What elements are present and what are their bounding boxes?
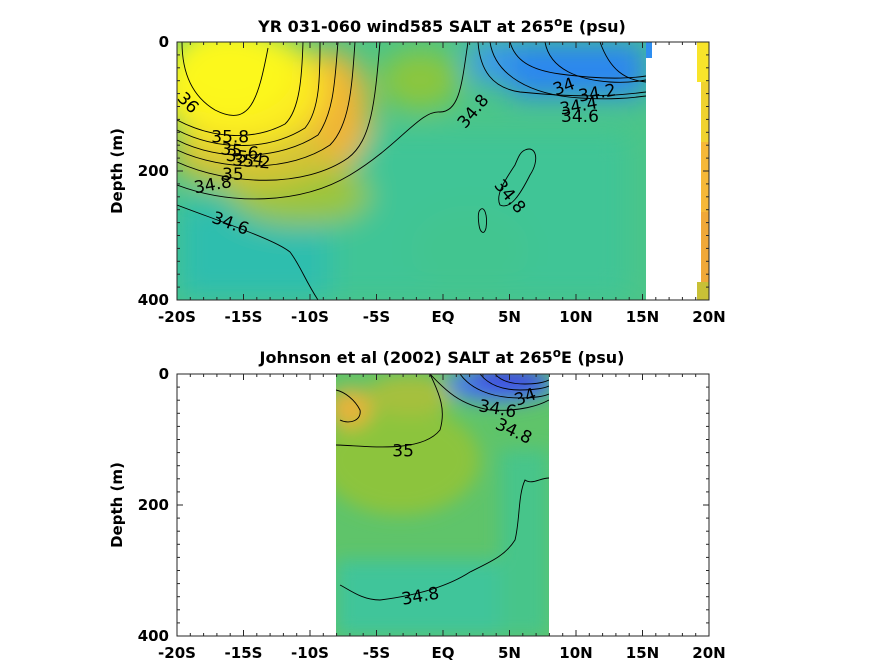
x-tick-label: 10N <box>559 308 592 326</box>
contour-label: 35.8 <box>211 127 249 147</box>
contour-36 <box>181 42 269 116</box>
chart-bottom-ticks: -20S -15S -10S -5S EQ 5N 10N 15N 20N 0 200 400 <box>138 365 726 662</box>
contour-35-2 <box>177 42 356 167</box>
contour-35-8 <box>177 42 304 136</box>
chart-bottom-title: Johnson et al (2002) SALT at 265oE (psu) <box>259 346 625 367</box>
contour-label: 35.2 <box>232 150 271 173</box>
x-tick-label: 20N <box>692 308 725 326</box>
x-tick-label: 15N <box>626 644 659 662</box>
x-tick-label: -10S <box>291 644 329 662</box>
x-tick-label: 5N <box>498 308 521 326</box>
x-tick-label: -10S <box>291 308 329 326</box>
bottom-contour-34-8 <box>429 374 549 411</box>
x-tick-label: -20S <box>158 644 196 662</box>
contour-label: 34.6 <box>561 107 599 127</box>
y-tick-label: 200 <box>138 162 169 180</box>
contour-35-6 <box>177 42 321 146</box>
contour-34-8-island2 <box>477 208 487 233</box>
chart-top-ticks: -20S -15S -10S -5S EQ 5N 10N 15N 20N 0 200 400 <box>138 33 726 326</box>
chart-top: YR 031-060 wind585 SALT at 265oE (psu) <box>108 15 726 326</box>
y-tick-label: 200 <box>138 496 169 514</box>
contour-34-8-island <box>498 148 537 207</box>
contour-label: 35 <box>392 441 414 461</box>
bottom-contour-34-6 <box>459 374 549 399</box>
chart-top-right-strip <box>691 42 709 300</box>
x-tick-label: -15S <box>225 644 263 662</box>
contour-34-4 <box>599 42 646 83</box>
chart-top-ylabel: Depth (m) <box>108 128 126 214</box>
bottom-contour-35 <box>336 374 443 448</box>
x-tick-label: 5N <box>498 644 521 662</box>
bottom-contour-34-8-b <box>339 477 549 601</box>
contour-34-6 <box>177 204 319 300</box>
bottom-contour-35-2 <box>336 389 361 423</box>
x-tick-label: EQ <box>432 644 455 662</box>
contour-34-2 <box>544 42 646 83</box>
contour-label: 35 <box>222 165 244 185</box>
y-tick-label: 400 <box>138 291 169 309</box>
x-tick-label: 20N <box>692 644 725 662</box>
contour-34 <box>509 42 646 79</box>
y-tick-label: 400 <box>138 627 169 645</box>
contour-35-4 <box>177 42 339 156</box>
chart-bottom: Johnson et al (2002) SALT at 265oE (psu) <box>108 346 726 662</box>
x-tick-label: EQ <box>432 308 455 326</box>
chart-top-missing-area <box>646 42 691 300</box>
contour-34-6-b <box>489 42 646 100</box>
y-tick-label: 0 <box>159 33 169 51</box>
chart-top-edge-cell <box>646 42 652 58</box>
contour-34-8-b <box>477 42 646 97</box>
bottom-contour-34 <box>494 374 549 385</box>
x-tick-label: -15S <box>225 308 263 326</box>
x-tick-label: 10N <box>559 644 592 662</box>
chart-bottom-contours <box>336 374 549 601</box>
contour-35 <box>177 42 381 181</box>
x-tick-label: -5S <box>363 308 390 326</box>
chart-bottom-ylabel: Depth (m) <box>108 462 126 548</box>
x-tick-label: -20S <box>158 308 196 326</box>
y-tick-label: 0 <box>159 365 169 383</box>
chart-top-title: YR 031-060 wind585 SALT at 265oE (psu) <box>257 15 626 36</box>
x-tick-label: -5S <box>363 644 390 662</box>
contour-34-8-a <box>177 42 469 200</box>
chart-top-contours <box>177 42 646 300</box>
bottom-contour-34-4 <box>479 374 549 391</box>
x-tick-label: 15N <box>626 308 659 326</box>
